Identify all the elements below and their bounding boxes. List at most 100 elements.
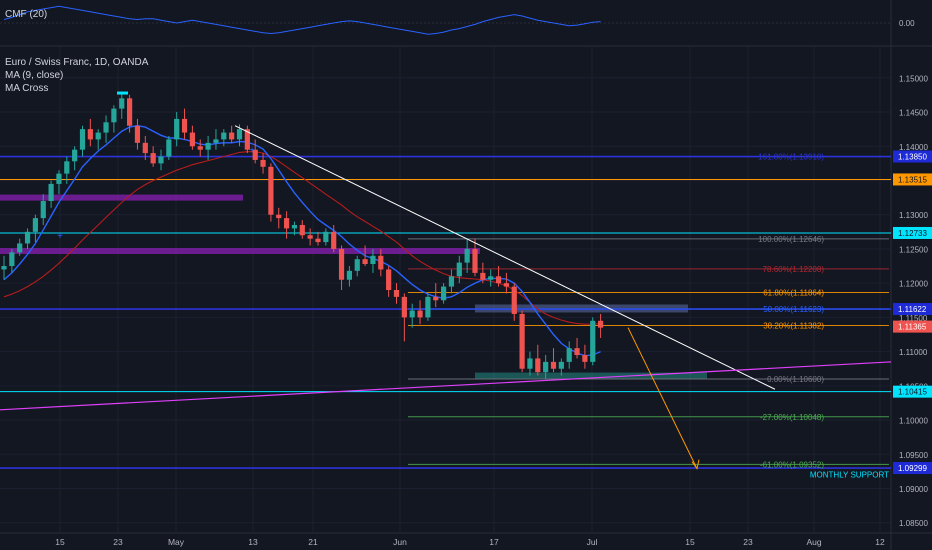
candle-body xyxy=(558,361,564,369)
candle-body xyxy=(582,355,588,362)
candle-body xyxy=(181,118,188,133)
fib-level-label: -27.00%(1.10048) xyxy=(760,413,824,422)
candle-body xyxy=(56,173,62,184)
y-tick-label: 1.10000 xyxy=(899,417,928,426)
x-tick-label: Jul xyxy=(587,537,598,547)
candle-body xyxy=(362,259,368,264)
fib-level-label: 50.00%(1.11623) xyxy=(763,305,824,314)
candle-body xyxy=(464,248,470,263)
x-tick-label: Jun xyxy=(393,537,407,547)
candle-body xyxy=(425,296,431,318)
candle-body xyxy=(456,262,462,277)
candle-body xyxy=(346,270,352,280)
candle-body xyxy=(299,224,305,236)
candle-body xyxy=(1,266,7,270)
high-marker xyxy=(117,91,128,95)
y-tick-label: 1.15000 xyxy=(899,74,928,83)
candle-body xyxy=(590,320,596,362)
candle-body xyxy=(480,272,486,280)
candle-body xyxy=(386,269,392,290)
candle-body xyxy=(519,313,525,369)
projection-arrow xyxy=(627,327,698,469)
price-axis-tag-label: 1.13515 xyxy=(898,175,927,184)
candle-body xyxy=(260,159,266,167)
ma-cross-legend-item: MA Cross xyxy=(5,83,49,94)
fib-level-label: -61.00%(1.09352) xyxy=(760,460,824,469)
candle-body xyxy=(103,122,109,133)
price-axis-tag-label: 1.11622 xyxy=(898,305,927,314)
cmf-label: CMF (20) xyxy=(5,9,48,20)
price-axis-tag-label: 1.10415 xyxy=(898,388,927,397)
price-axis-tag xyxy=(893,150,932,163)
candle-body xyxy=(323,231,329,243)
y-tick-label: 1.14500 xyxy=(899,109,928,118)
candle-body xyxy=(276,214,282,219)
ma-cross-marker: + xyxy=(57,231,63,242)
arrow-head xyxy=(691,459,700,470)
y-tick-label: 1.13000 xyxy=(899,211,928,220)
candle-body xyxy=(566,348,572,362)
x-tick-label: 21 xyxy=(308,537,318,547)
price-axis-tag-label: 1.13850 xyxy=(898,153,927,162)
candle-body xyxy=(495,276,502,284)
fib-level-label: 38.20%(1.11382) xyxy=(763,321,824,330)
candle-body xyxy=(150,153,156,164)
candle-body xyxy=(401,296,407,318)
ma-slow-line xyxy=(3,151,601,325)
candle-body xyxy=(598,320,604,328)
x-tick-label: 23 xyxy=(113,537,123,547)
y-tick-label: 1.14000 xyxy=(899,143,928,152)
ma-legend-item: MA (9, close) xyxy=(5,70,64,81)
cmf-legend: CMF (20) xyxy=(5,8,47,21)
candle-body xyxy=(338,248,345,280)
price-axis-tag xyxy=(893,303,932,316)
price-axis-tag xyxy=(893,226,932,239)
price-axis-tag xyxy=(893,385,932,398)
candle-body xyxy=(448,276,455,287)
y-tick-label: 1.09000 xyxy=(899,485,928,494)
fib-level-label: 100.00%(1.12646) xyxy=(758,235,824,244)
candle-body xyxy=(441,286,447,301)
y-tick-label: 1.09500 xyxy=(899,451,928,460)
chart-legend: Euro / Swiss Franc, 1D, OANDA MA (9, clo… xyxy=(5,56,148,95)
candle-body xyxy=(40,201,46,219)
resistance-zone xyxy=(0,247,480,254)
price-axis-tag xyxy=(893,173,932,186)
candle-body xyxy=(213,139,219,143)
fib-level-label: 161.80%(1.13910) xyxy=(758,153,824,162)
ma-cross-marker: + xyxy=(249,146,255,157)
x-tick-label: 15 xyxy=(685,537,695,547)
candle-body xyxy=(134,125,141,143)
candle-body xyxy=(127,98,133,126)
fib-level-label: 78.60%(1.12208) xyxy=(763,265,825,274)
x-tick-label: 13 xyxy=(248,537,258,547)
candle-body xyxy=(354,259,360,271)
candle-body xyxy=(543,361,549,373)
fib-level-label: 61.80%(1.11864) xyxy=(763,288,824,297)
candle-body xyxy=(32,218,38,232)
candle-body xyxy=(503,283,509,287)
candle-body xyxy=(291,224,298,229)
candle-body xyxy=(378,255,384,270)
y-tick-label: 1.12000 xyxy=(899,280,928,289)
candle-body xyxy=(511,286,517,314)
y-tick-label: 1.11500 xyxy=(899,314,928,323)
cmf-line xyxy=(3,5,601,35)
candle-body xyxy=(393,290,400,297)
y-tick-label: 1.08500 xyxy=(899,519,928,528)
candle-body xyxy=(197,146,203,150)
candle-body xyxy=(284,218,290,229)
candle-body xyxy=(409,310,415,318)
resistance-zone xyxy=(0,194,243,201)
candle-body xyxy=(87,129,93,140)
candle-body xyxy=(64,161,70,174)
candle-body xyxy=(527,358,533,369)
candle-body xyxy=(174,118,180,140)
candle-body xyxy=(72,149,78,162)
candle-body xyxy=(535,358,541,373)
symbol-title: Euro / Swiss Franc, 1D, OANDA xyxy=(5,57,149,68)
candle-body xyxy=(433,296,439,301)
price-axis-tag xyxy=(893,462,932,475)
cmf-axis-label: 0.00 xyxy=(899,19,915,28)
